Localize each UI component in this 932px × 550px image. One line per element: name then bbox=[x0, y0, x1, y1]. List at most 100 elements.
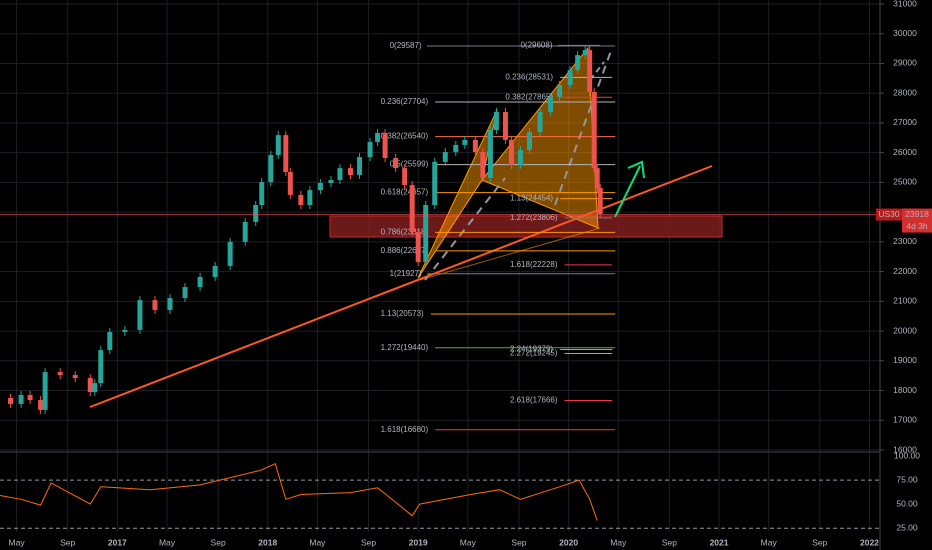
candle bbox=[432, 161, 438, 205]
candle bbox=[275, 135, 281, 156]
candle bbox=[18, 394, 24, 404]
x-tick-label: Sep bbox=[361, 537, 376, 547]
candle bbox=[517, 149, 523, 165]
symbol-label: US30 bbox=[878, 209, 900, 219]
y-tick-label: 27000 bbox=[893, 117, 917, 127]
rsi-tick-label: 75.00 bbox=[896, 474, 918, 484]
y-tick-label: 28000 bbox=[893, 87, 917, 97]
candle bbox=[268, 155, 274, 183]
fib-label: 1.618(22228) bbox=[510, 260, 558, 269]
y-tick-label: 21000 bbox=[893, 296, 917, 306]
x-tick-label: 2020 bbox=[559, 537, 578, 547]
rsi-tick-label: 50.00 bbox=[896, 498, 918, 508]
candle bbox=[453, 144, 459, 153]
trendline bbox=[89, 165, 713, 408]
candle bbox=[597, 188, 603, 214]
x-tick-label: Sep bbox=[60, 537, 75, 547]
x-tick-label: May bbox=[9, 537, 26, 547]
candle bbox=[152, 300, 158, 310]
y-tick-label: 19000 bbox=[893, 355, 917, 365]
y-tick-label: 20000 bbox=[893, 325, 917, 335]
arrow-head bbox=[627, 160, 645, 179]
candle bbox=[594, 168, 600, 189]
candle bbox=[167, 298, 173, 310]
x-tick-label: 2021 bbox=[710, 537, 729, 547]
candle bbox=[212, 265, 218, 277]
rsi-line bbox=[0, 463, 598, 521]
dashed-line bbox=[424, 177, 506, 281]
fib-label: 0.618(24657) bbox=[381, 188, 429, 197]
fib-label: 1.272(23806) bbox=[510, 213, 558, 222]
x-tick-label: 2018 bbox=[258, 537, 277, 547]
x-tick-label: May bbox=[460, 537, 477, 547]
candle bbox=[337, 168, 343, 181]
candle bbox=[27, 394, 33, 401]
candle bbox=[508, 139, 514, 165]
fib-label: 0.236(28531) bbox=[505, 73, 553, 82]
y-tick-label: 26000 bbox=[893, 147, 917, 157]
candle bbox=[197, 276, 203, 288]
candle bbox=[587, 50, 593, 92]
y-tick-label: 18000 bbox=[893, 385, 917, 395]
fib-label: 0.382(27865) bbox=[505, 92, 553, 101]
y-tick-label: 31000 bbox=[893, 0, 917, 8]
fib-label: 0.5(25599) bbox=[390, 160, 429, 169]
candle bbox=[122, 329, 128, 332]
candles bbox=[8, 46, 603, 414]
candle bbox=[283, 135, 289, 172]
candle bbox=[375, 133, 381, 142]
x-tick-label: 2017 bbox=[108, 537, 127, 547]
candle bbox=[57, 372, 63, 376]
candle bbox=[307, 190, 313, 205]
x-tick-label: May bbox=[610, 537, 627, 547]
candle bbox=[527, 132, 533, 150]
candle bbox=[409, 185, 415, 233]
candle bbox=[72, 375, 78, 379]
candle bbox=[347, 168, 353, 175]
x-tick-label: Sep bbox=[511, 537, 526, 547]
candle bbox=[591, 91, 597, 169]
rsi-pane bbox=[0, 463, 880, 529]
symbol-box bbox=[876, 208, 902, 221]
fib-label: 0(29587) bbox=[390, 41, 422, 50]
candle bbox=[548, 97, 554, 112]
fib-label: 1.618(16680) bbox=[381, 425, 429, 434]
price-box bbox=[902, 208, 932, 233]
x-tick-label: 2019 bbox=[409, 537, 428, 547]
candle bbox=[227, 241, 233, 266]
countdown-label: 4d 3h bbox=[906, 221, 928, 231]
candle bbox=[287, 171, 293, 195]
candle bbox=[537, 111, 543, 133]
y-tick-label: 16000 bbox=[893, 444, 917, 454]
candle bbox=[317, 182, 323, 191]
candle bbox=[87, 378, 93, 393]
candle bbox=[423, 204, 429, 263]
candle bbox=[575, 55, 581, 70]
y-tick-label: 29000 bbox=[893, 58, 917, 68]
pattern-leg bbox=[419, 227, 601, 281]
x-tick-label: May bbox=[761, 537, 778, 547]
fib-label: 0(29608) bbox=[520, 40, 552, 49]
candle bbox=[253, 204, 259, 222]
y-tick-label: 17000 bbox=[893, 415, 917, 425]
candle bbox=[357, 157, 363, 175]
x-tick-label: May bbox=[159, 537, 176, 547]
candle bbox=[298, 194, 304, 205]
candle bbox=[442, 152, 448, 162]
candle bbox=[487, 130, 493, 178]
fib-label: 1.272(19440) bbox=[381, 343, 429, 352]
candle bbox=[462, 139, 468, 145]
candle bbox=[107, 331, 113, 351]
candle bbox=[415, 232, 421, 263]
price-label: 23918 bbox=[905, 209, 929, 219]
fib-label: 0.236(27704) bbox=[381, 97, 429, 106]
fib-label: 0.786(23318) bbox=[381, 228, 429, 237]
candle bbox=[38, 400, 44, 410]
candle bbox=[567, 69, 573, 85]
fib-label: 0.382(26540) bbox=[381, 132, 429, 141]
candle bbox=[242, 221, 248, 242]
rsi-tick-label: 25.00 bbox=[896, 522, 918, 532]
arrow bbox=[614, 165, 641, 218]
